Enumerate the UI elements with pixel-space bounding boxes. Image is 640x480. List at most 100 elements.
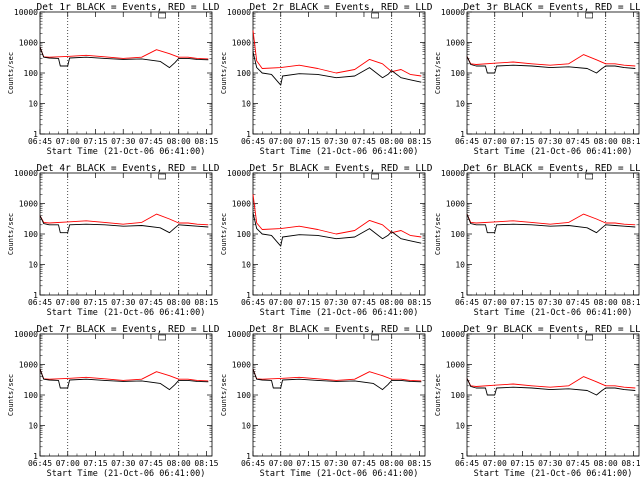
panel-1-marker-box <box>158 12 166 19</box>
panel-8-events-line <box>252 369 422 391</box>
panel-1-y-tick-label: 1 <box>33 130 38 139</box>
panel-5-x-tick-label: 07:15 <box>296 298 320 307</box>
panel-2-y-tick-label: 10 <box>241 100 251 109</box>
panel-8-y-tick-label: 100 <box>237 391 252 400</box>
panel-3-y-tick-label: 1000 <box>446 39 465 48</box>
panel-3-x-tick-label: 08:00 <box>594 137 618 146</box>
panel-5-y-tick-label: 10 <box>241 261 251 270</box>
panel-4-title: Det 4r BLACK = Events, RED = LLD <box>36 163 219 174</box>
panel-4-x-tick-label: 07:45 <box>139 298 163 307</box>
panel-9-y-tick-label: 1000 <box>446 361 465 370</box>
panel-8-x-tick-label: 08:15 <box>407 459 431 468</box>
panel-6-x-tick-label: 07:15 <box>510 298 534 307</box>
panel-7-x-tick-label: 06:45 <box>28 459 52 468</box>
panel-1-y-tick-label: 10000 <box>14 8 38 17</box>
panel-9-x-tick-label: 08:00 <box>594 459 618 468</box>
panel-9-marker-box <box>585 334 593 341</box>
panel-2-x-tick-label: 07:45 <box>352 137 376 146</box>
panel-8-marker-box <box>371 334 379 341</box>
panel-2-y-tick-label: 100 <box>237 69 252 78</box>
panel-8-y-tick-label: 10 <box>241 422 251 431</box>
panel-4-x-tick-label: 08:00 <box>167 298 191 307</box>
panel-4-x-tick-label: 07:00 <box>56 298 80 307</box>
panel-9-x-tick-label: 08:15 <box>621 459 640 468</box>
panel-5-y-tick-label: 10000 <box>227 169 251 178</box>
panel-7-marker-box <box>158 334 166 341</box>
panel-7-plot-frame <box>39 333 213 457</box>
panel-7-x-tick-label: 07:15 <box>83 459 107 468</box>
panel-3-events-line <box>466 56 636 74</box>
panel-9-x-axis-label: Start Time (21-Oct-06 06:41:00) <box>474 469 633 479</box>
panel-5-marker-box <box>371 173 379 180</box>
panel-3-x-tick-label: 07:00 <box>483 137 507 146</box>
panel-6-x-tick-label: 08:15 <box>621 298 640 307</box>
panel-1-title: Det 1r BLACK = Events, RED = LLD <box>36 2 219 13</box>
panel-3-x-tick-label: 08:15 <box>621 137 640 146</box>
panel-8-y-tick-label: 10000 <box>227 330 251 339</box>
panel-8-title: Det 8r BLACK = Events, RED = LLD <box>249 324 432 335</box>
panel-3-y-tick-label: 10000 <box>441 8 465 17</box>
panel-4-y-axis-label: Counts/sec <box>7 213 15 255</box>
panel-7-title: Det 7r BLACK = Events, RED = LLD <box>36 324 219 335</box>
panel-1-events-line <box>39 47 209 69</box>
panel-1-x-tick-label: 08:15 <box>194 137 218 146</box>
panel-6-plot-frame <box>466 172 640 296</box>
panel-8-lld-line <box>252 369 422 382</box>
panel-9-x-tick-label: 07:15 <box>510 459 534 468</box>
panel-5-x-tick-label: 07:00 <box>269 298 293 307</box>
panel-3-y-tick-label: 1 <box>460 130 465 139</box>
panel-9-y-tick-label: 1 <box>460 452 465 461</box>
panel-5-y-axis-label: Counts/sec <box>220 213 228 255</box>
panel-9-title: Det 9r BLACK = Events, RED = LLD <box>463 324 640 335</box>
panel-3-marker-box <box>585 12 593 19</box>
panel-1-plot-frame <box>39 11 213 135</box>
panel-1-y-tick-label: 100 <box>24 69 39 78</box>
panel-2-plot-frame <box>252 11 426 135</box>
panel-8-x-tick-label: 08:00 <box>380 459 404 468</box>
panel-6-lld-line <box>466 213 636 226</box>
panel-5-plot-frame <box>252 172 426 296</box>
panel-6-x-tick-label: 06:45 <box>455 298 479 307</box>
panel-5-x-axis-label: Start Time (21-Oct-06 06:41:00) <box>260 308 419 318</box>
panel-4-x-tick-label: 08:15 <box>194 298 218 307</box>
panel-7-x-axis-label: Start Time (21-Oct-06 06:41:00) <box>47 469 206 479</box>
panel-3-x-tick-label: 07:30 <box>538 137 562 146</box>
panel-7-x-tick-label: 08:15 <box>194 459 218 468</box>
panel-8-x-tick-label: 07:15 <box>296 459 320 468</box>
panel-5-x-tick-label: 08:00 <box>380 298 404 307</box>
panel-1-x-tick-label: 07:15 <box>83 137 107 146</box>
panel-2-title: Det 2r BLACK = Events, RED = LLD <box>249 2 432 13</box>
panel-3-y-tick-label: 100 <box>451 69 466 78</box>
panel-4-x-tick-label: 07:15 <box>83 298 107 307</box>
panel-5-lld-line <box>252 194 422 238</box>
panel-5-x-tick-label: 07:45 <box>352 298 376 307</box>
panel-6-x-tick-label: 08:00 <box>594 298 618 307</box>
panel-6-y-tick-label: 100 <box>451 230 466 239</box>
panel-5-y-tick-label: 100 <box>237 230 252 239</box>
panel-6-y-axis-label: Counts/sec <box>434 213 442 255</box>
panel-4-y-tick-label: 1 <box>33 291 38 300</box>
panel-2-x-tick-label: 08:15 <box>407 137 431 146</box>
panel-4-plot-frame <box>39 172 213 296</box>
panel-9-x-tick-label: 06:45 <box>455 459 479 468</box>
panel-1-y-tick-label: 10 <box>28 100 38 109</box>
panel-8-y-axis-label: Counts/sec <box>220 374 228 416</box>
panel-6-x-tick-label: 07:45 <box>566 298 590 307</box>
panel-8-x-tick-label: 07:00 <box>269 459 293 468</box>
panel-8-plot-frame <box>252 333 426 457</box>
panel-9-x-tick-label: 07:30 <box>538 459 562 468</box>
panel-6-y-tick-label: 10 <box>455 261 465 270</box>
panel-6-y-tick-label: 1 <box>460 291 465 300</box>
panel-1-y-tick-label: 1000 <box>19 39 38 48</box>
panel-9-events-line <box>466 378 636 396</box>
panel-3-lld-line <box>466 54 636 67</box>
panel-3-y-axis-label: Counts/sec <box>434 52 442 94</box>
panel-6-x-tick-label: 07:30 <box>538 298 562 307</box>
panel-9-x-tick-label: 07:00 <box>483 459 507 468</box>
panel-6-title: Det 6r BLACK = Events, RED = LLD <box>463 163 640 174</box>
panel-8-y-tick-label: 1000 <box>232 361 251 370</box>
panel-7-x-tick-label: 07:00 <box>56 459 80 468</box>
panel-2-marker-box <box>371 12 379 19</box>
panel-5-title: Det 5r BLACK = Events, RED = LLD <box>249 163 432 174</box>
panel-7-y-axis-label: Counts/sec <box>7 374 15 416</box>
